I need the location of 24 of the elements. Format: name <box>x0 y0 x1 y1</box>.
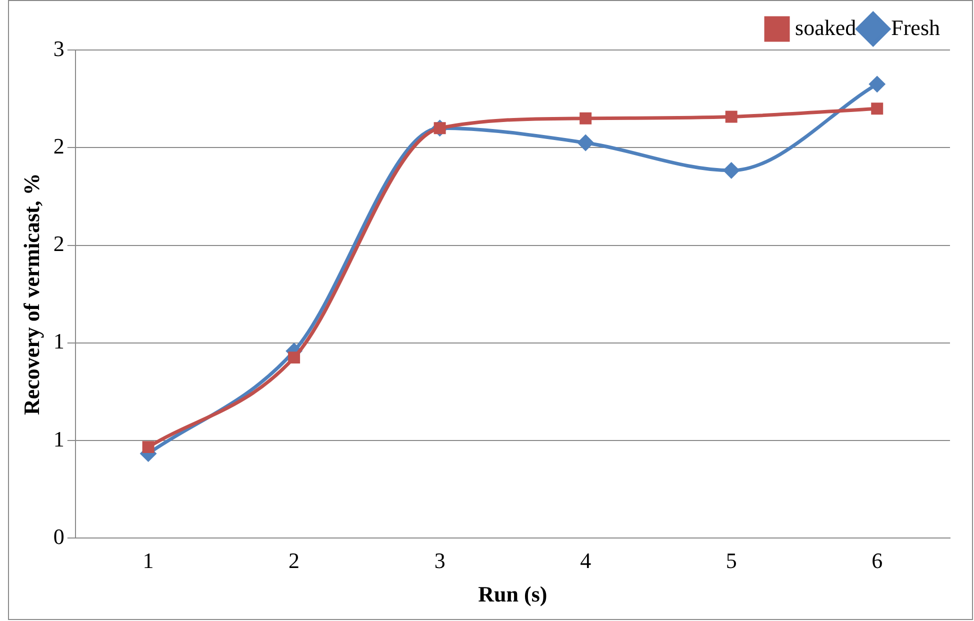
y-tick-label: 1 <box>53 328 64 354</box>
point <box>580 112 592 124</box>
legend-label: Fresh <box>891 14 940 40</box>
point <box>142 441 154 454</box>
y-tick-label: 1 <box>53 426 64 452</box>
x-tick-label: 5 <box>726 548 737 574</box>
point <box>288 352 300 364</box>
y-tick-label: 0 <box>53 524 64 549</box>
y-tick-label: 3 <box>53 36 64 61</box>
point <box>724 162 740 178</box>
point <box>871 102 884 115</box>
point <box>869 76 885 92</box>
point <box>725 110 738 123</box>
x-tick-label: 1 <box>142 548 154 574</box>
point <box>578 135 594 151</box>
x-tick-label: 6 <box>872 548 883 574</box>
x-tick-label: 2 <box>288 548 300 574</box>
y-tick-label: 2 <box>53 231 64 256</box>
y-axis-title: Recovery of vermicast, % <box>18 173 44 416</box>
x-tick-label: 3 <box>434 548 446 574</box>
x-tick-label: 4 <box>580 548 592 574</box>
x-axis-title: Run (s) <box>478 581 548 606</box>
legend-label: soaked <box>795 14 856 40</box>
y-tick-label: 2 <box>53 133 64 158</box>
